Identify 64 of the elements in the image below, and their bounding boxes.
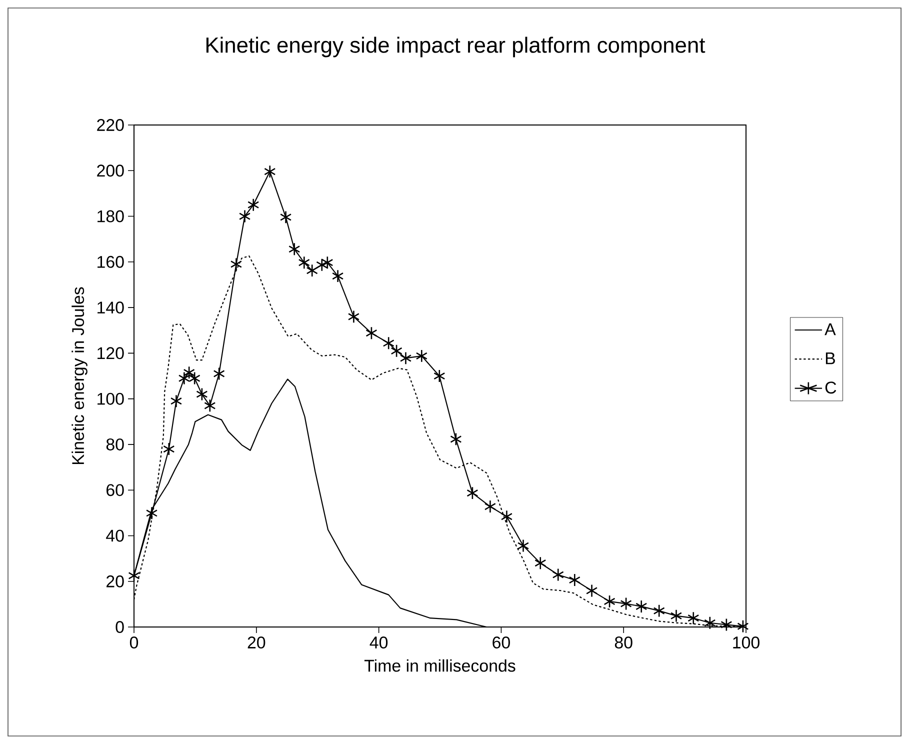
point (230, 258, 242, 271)
point (366, 326, 378, 340)
x-tick-label: 60 (492, 636, 510, 648)
legend-label: C (825, 382, 836, 394)
point (620, 597, 632, 610)
point (316, 258, 328, 272)
point (450, 432, 462, 446)
point (688, 611, 700, 625)
point (517, 539, 530, 552)
y-tick-label: 220 (97, 118, 124, 131)
point (466, 486, 478, 500)
point (720, 618, 732, 632)
legend-label: B (826, 352, 835, 364)
point (604, 594, 616, 608)
point (332, 269, 344, 283)
y-tick-label: 100 (98, 392, 124, 405)
point (163, 442, 175, 456)
point (400, 352, 412, 365)
point (704, 616, 716, 630)
x-tick-label: 100 (733, 636, 760, 648)
y-tick-label: 200 (97, 164, 124, 177)
point (196, 388, 208, 401)
point (248, 198, 260, 212)
point (653, 604, 665, 618)
point (178, 372, 190, 385)
point (484, 500, 496, 514)
point (264, 164, 276, 178)
point (416, 349, 428, 363)
x-tick-label: 40 (370, 636, 388, 648)
point (670, 609, 682, 622)
point (434, 369, 446, 383)
y-tick-label: 20 (106, 575, 124, 588)
point (737, 620, 749, 633)
y-axis-title: Kinetic energy in Joules (72, 287, 88, 464)
y-tick-label: 180 (98, 210, 124, 222)
chart-title: Kinetic energy side impact rear platform component (206, 36, 706, 58)
point (636, 600, 648, 614)
x-tick-label: 0 (130, 636, 138, 648)
legend-label: A (824, 323, 836, 336)
y-tick-label: 60 (106, 484, 124, 496)
x-axis-title: Time in milliseconds (364, 659, 516, 672)
point (552, 568, 564, 582)
x-tick-label: 20 (248, 636, 266, 648)
point (213, 367, 225, 380)
point (280, 210, 292, 224)
point (146, 506, 158, 520)
point (568, 573, 580, 587)
point (500, 510, 513, 524)
y-tick-label: 40 (106, 530, 124, 542)
point (238, 210, 251, 223)
point (534, 556, 546, 570)
point (288, 242, 300, 256)
point (128, 569, 140, 582)
y-tick-label: 0 (116, 621, 124, 633)
point (586, 584, 598, 598)
y-tick-label: 120 (98, 347, 124, 360)
point (170, 394, 182, 408)
point (322, 256, 334, 270)
x-tick-label: 80 (614, 636, 632, 648)
y-tick-label: 140 (98, 302, 124, 314)
y-tick-label: 80 (106, 438, 124, 450)
point (204, 399, 216, 412)
y-tick-label: 160 (98, 256, 124, 268)
point (348, 310, 360, 324)
